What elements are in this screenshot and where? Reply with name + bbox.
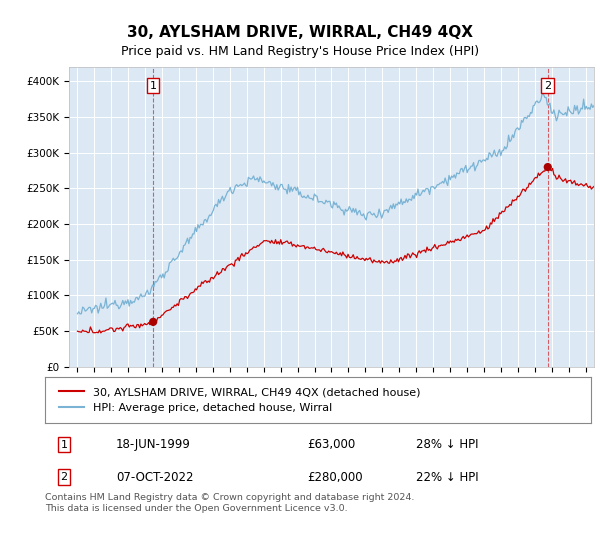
Text: 1: 1 [149,81,157,91]
Text: Contains HM Land Registry data © Crown copyright and database right 2024.
This d: Contains HM Land Registry data © Crown c… [45,493,415,513]
Text: 07-OCT-2022: 07-OCT-2022 [116,470,193,484]
Text: 30, AYLSHAM DRIVE, WIRRAL, CH49 4QX: 30, AYLSHAM DRIVE, WIRRAL, CH49 4QX [127,25,473,40]
Text: 18-JUN-1999: 18-JUN-1999 [116,438,191,451]
Point [148,318,158,326]
Text: £280,000: £280,000 [307,470,363,484]
Text: 2: 2 [544,81,551,91]
Text: 2: 2 [61,472,68,482]
Text: 28% ↓ HPI: 28% ↓ HPI [416,438,479,451]
Text: 22% ↓ HPI: 22% ↓ HPI [416,470,479,484]
Legend: 30, AYLSHAM DRIVE, WIRRAL, CH49 4QX (detached house), HPI: Average price, detach: 30, AYLSHAM DRIVE, WIRRAL, CH49 4QX (det… [56,384,424,416]
Text: Price paid vs. HM Land Registry's House Price Index (HPI): Price paid vs. HM Land Registry's House … [121,45,479,58]
Text: £63,000: £63,000 [307,438,355,451]
Text: 1: 1 [61,440,68,450]
Point [543,162,553,171]
